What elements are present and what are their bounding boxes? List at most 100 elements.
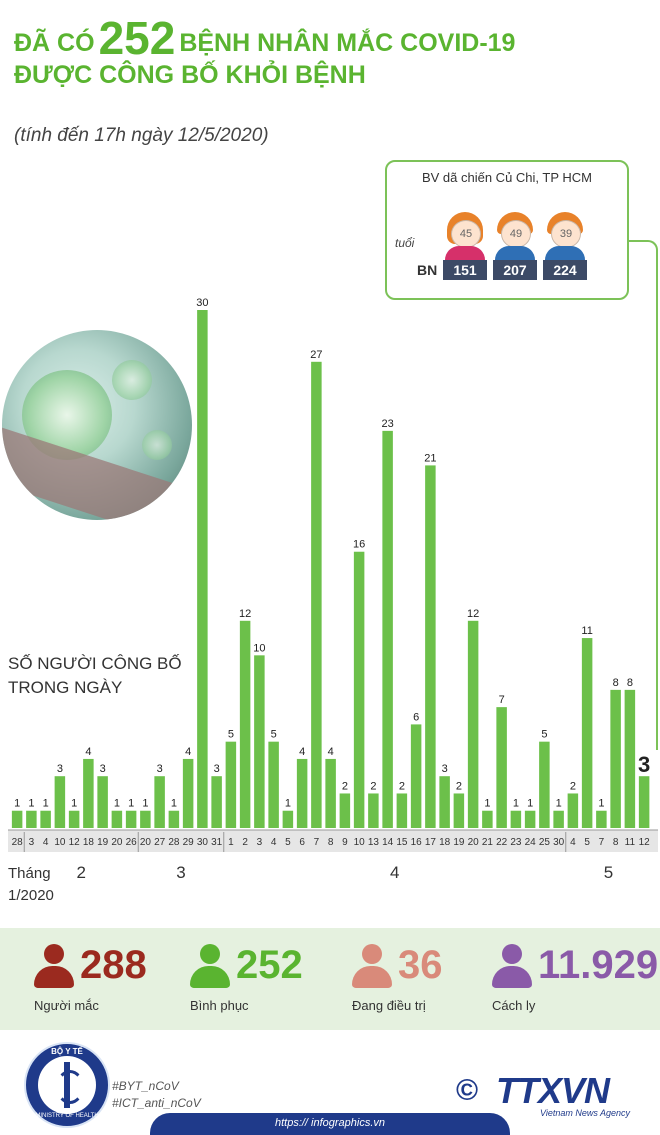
data-label: 4	[85, 746, 91, 758]
data-label: 1	[171, 798, 177, 810]
stat-label: Đang điều trị	[352, 998, 426, 1013]
data-label: 5	[228, 729, 234, 741]
tick-label: 4	[570, 837, 576, 848]
tick-label: 25	[539, 837, 551, 848]
chart-bar	[239, 620, 251, 828]
stat-value: 252	[236, 943, 303, 987]
chart-bar	[40, 810, 51, 828]
chart-bar	[396, 793, 408, 828]
title-number: 252	[98, 12, 176, 64]
chart-bar	[339, 793, 351, 828]
tick-label: 18	[83, 837, 95, 848]
month-label: 2	[77, 863, 86, 882]
chart-bar	[68, 810, 80, 828]
x-axis-strip	[8, 830, 658, 852]
subtitle: (tính đến 17h ngày 12/5/2020)	[14, 125, 269, 146]
tick-label: 4	[271, 837, 277, 848]
tick-label: 5	[285, 837, 291, 848]
tick-label: 5	[584, 837, 590, 848]
age-label: tuổi	[395, 236, 415, 250]
tick-label: 31	[211, 837, 223, 848]
tick-label: 12	[639, 837, 651, 848]
chart-bar	[496, 707, 507, 828]
tick-label: 11	[625, 837, 636, 848]
tick-label: 18	[439, 837, 451, 848]
data-label: 5	[271, 729, 277, 741]
data-label: 1	[484, 798, 490, 810]
data-label: 1	[285, 798, 291, 810]
tick-label: 16	[411, 837, 423, 848]
stat-label: Cách ly	[492, 998, 536, 1013]
data-label: 1	[598, 798, 604, 810]
tick-label: 13	[368, 837, 380, 848]
data-label: 30	[196, 297, 208, 309]
chart-bar	[425, 465, 436, 828]
footer-bar: https:// infographics.vn	[150, 1113, 510, 1135]
hashtag: #ICT_anti_nCoV	[112, 1096, 201, 1110]
chart-label: SỐ NGƯỜI CÔNG BỐ TRONG NGÀY	[8, 652, 182, 700]
stat-value: 288	[80, 943, 147, 987]
chart-bar	[125, 810, 137, 828]
data-label: 27	[310, 349, 322, 361]
chart-bar	[482, 810, 493, 828]
patient-nationality: Brazil	[503, 204, 527, 214]
tick-label: 29	[183, 837, 195, 848]
patient-age: 49	[501, 220, 531, 248]
tick-label: 6	[299, 837, 305, 848]
title-block: ĐÃ CÓ252 BỆNH NHÂN MẮC COVID-19 ĐƯỢC CÔNG…	[14, 15, 614, 91]
patient-id: 207	[493, 260, 537, 280]
month-label: 5	[604, 863, 613, 882]
data-label: 6	[413, 711, 419, 723]
chart-bar	[624, 689, 636, 828]
data-label: 1	[43, 798, 49, 810]
data-label: 23	[382, 418, 394, 430]
data-label: 1	[14, 798, 20, 810]
data-label: 8	[627, 677, 633, 689]
chart-bar	[567, 793, 579, 828]
tick-label: 10	[354, 837, 366, 848]
bar-chart: 1281314310112418319120126120327128429303…	[8, 297, 658, 904]
title-suffix: BỆNH NHÂN MẮC COVID-19	[179, 29, 516, 57]
data-label: 2	[342, 780, 348, 792]
data-label: 12	[467, 608, 479, 620]
tick-label: 23	[510, 837, 522, 848]
chart-bar	[111, 810, 123, 828]
person-icon	[352, 944, 392, 988]
hashtag: #BYT_nCoV	[112, 1079, 179, 1093]
tick-label: 19	[97, 837, 109, 848]
footer-url[interactable]: https:// infographics.vn	[274, 1117, 386, 1129]
chart-bar	[296, 758, 308, 828]
chart-bar	[254, 655, 265, 828]
patient-nationality: Brazil	[553, 204, 577, 214]
chart-bar	[553, 810, 564, 828]
tick-label: 28	[12, 837, 24, 848]
title-prefix: ĐÃ CÓ	[14, 29, 95, 57]
chart-bar	[140, 810, 151, 828]
patient-card: 45 Brazil 151	[443, 204, 487, 282]
data-label: 7	[499, 694, 505, 706]
stat-value: 36	[398, 943, 443, 987]
data-label: 2	[570, 780, 576, 792]
data-label: 12	[239, 608, 251, 620]
patient-nationality: Brazil	[453, 204, 477, 214]
chart-bar	[83, 758, 94, 828]
tick-label: 20	[140, 837, 152, 848]
stat-value: 11.929	[538, 943, 659, 987]
tick-label: 10	[54, 837, 66, 848]
chart-bar	[225, 741, 237, 828]
chart-bar	[197, 310, 208, 828]
chart-bar	[524, 810, 536, 828]
data-label: 3	[214, 763, 220, 775]
data-label: 1	[556, 798, 562, 810]
tick-label: 4	[43, 837, 49, 848]
tick-label: 30	[553, 837, 565, 848]
title-line-2: ĐƯỢC CÔNG BỐ KHỎI BỆNH	[14, 61, 366, 89]
data-label: 16	[353, 539, 365, 551]
callout-connector	[625, 240, 658, 750]
chart-bar	[368, 793, 379, 828]
stat-label: Người mắc	[34, 998, 99, 1013]
tick-label: 1	[228, 837, 234, 848]
tick-label: 30	[197, 837, 209, 848]
chart-label-line-1: SỐ NGƯỜI CÔNG BỐ	[8, 654, 182, 673]
chart-label-line-2: TRONG NGÀY	[8, 678, 123, 697]
